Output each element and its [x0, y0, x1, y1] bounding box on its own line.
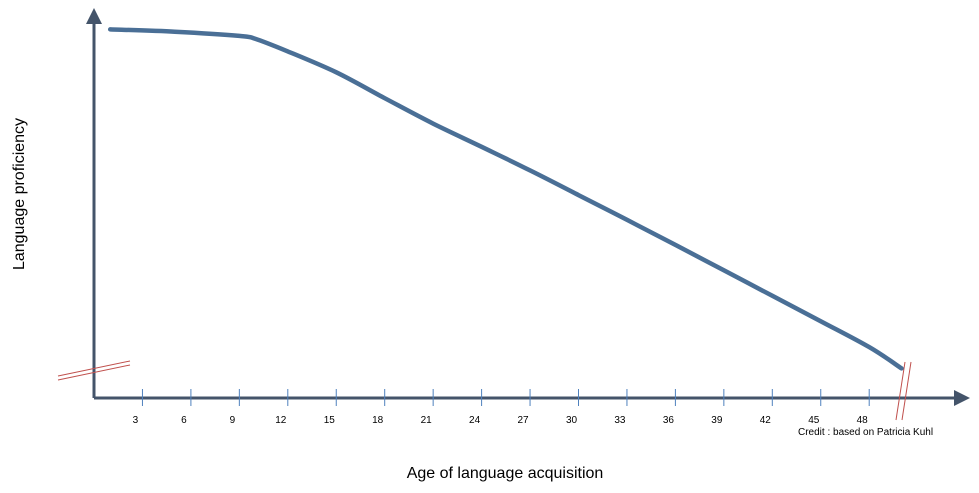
x-tick-label: 33: [614, 415, 626, 426]
y-axis-break-mark: [57, 360, 131, 377]
x-tick-label: 42: [760, 415, 772, 426]
x-axis-break-mark: [895, 361, 906, 421]
x-tick-label: 36: [663, 415, 675, 426]
x-tick-label: 3: [133, 415, 139, 426]
x-tick-label: 27: [517, 415, 529, 426]
x-tick-label: 18: [372, 415, 384, 426]
x-tick-label: 12: [275, 415, 287, 426]
series: [107, 27, 904, 371]
credit-annotation: Credit : based on Patricia Kuhl: [798, 427, 933, 438]
x-tick-label: 48: [857, 415, 869, 426]
x-tick-label: 30: [566, 415, 578, 426]
axes: [86, 8, 970, 406]
series-line: [107, 27, 904, 371]
x-axis-arrow-icon: [954, 390, 970, 406]
x-axis-break-mark: [901, 361, 912, 421]
x-axis-title: Age of language acquisition: [407, 465, 604, 482]
x-tick-label: 45: [808, 415, 820, 426]
x-tick-label: 21: [421, 415, 433, 426]
x-tick-label: 6: [181, 415, 187, 426]
x-tick-label: 15: [324, 415, 336, 426]
x-ticks: 3 6 9 12 15 18 21 24 27 30 33 36 39 42 45 48: [133, 389, 870, 426]
x-tick-label: 39: [711, 415, 723, 426]
y-axis-arrow-icon: [86, 8, 102, 24]
x-tick-label: 24: [469, 415, 481, 426]
x-tick-label: 9: [230, 415, 236, 426]
y-axis-break-mark: [57, 364, 131, 381]
axis-breaks: [57, 360, 912, 421]
y-axis-title: Language proficiency: [11, 118, 28, 270]
